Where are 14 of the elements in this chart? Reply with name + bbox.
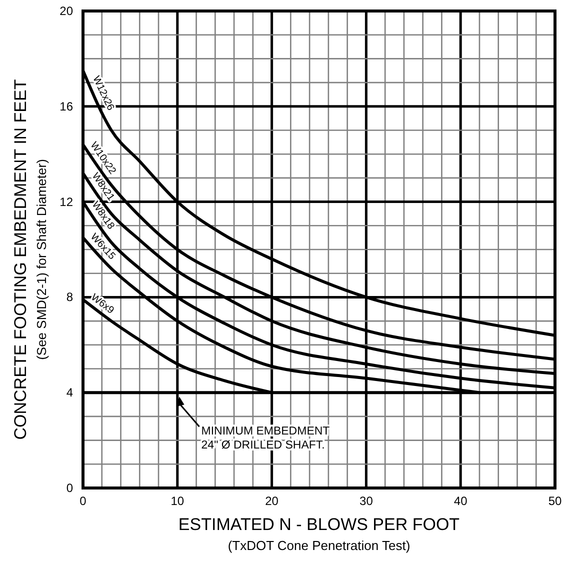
x-tick-label: 50 — [548, 494, 562, 508]
y-axis-title: CONCRETE FOOTING EMBEDMENT IN FEET (See SMD(2-1) for Shaft Diameter) — [11, 79, 49, 440]
y-tick-label: 8 — [66, 290, 74, 304]
y-tick-label: 16 — [60, 99, 74, 114]
x-tick-label: 40 — [454, 494, 468, 508]
x-axis-title: ESTIMATED N - BLOWS PER FOOT (TxDOT Cone Penetration Test) — [178, 515, 460, 553]
x-tick-label: 0 — [80, 494, 87, 508]
x-tick-label: 30 — [360, 494, 374, 508]
y-tick-label: 20 — [60, 4, 74, 18]
x-tick-label: 10 — [170, 494, 184, 508]
y-tick-label: 4 — [66, 386, 74, 400]
y-tick-label: 12 — [60, 194, 74, 209]
y-tick-label: 0 — [66, 481, 74, 495]
x-tick-label: 20 — [265, 494, 279, 508]
